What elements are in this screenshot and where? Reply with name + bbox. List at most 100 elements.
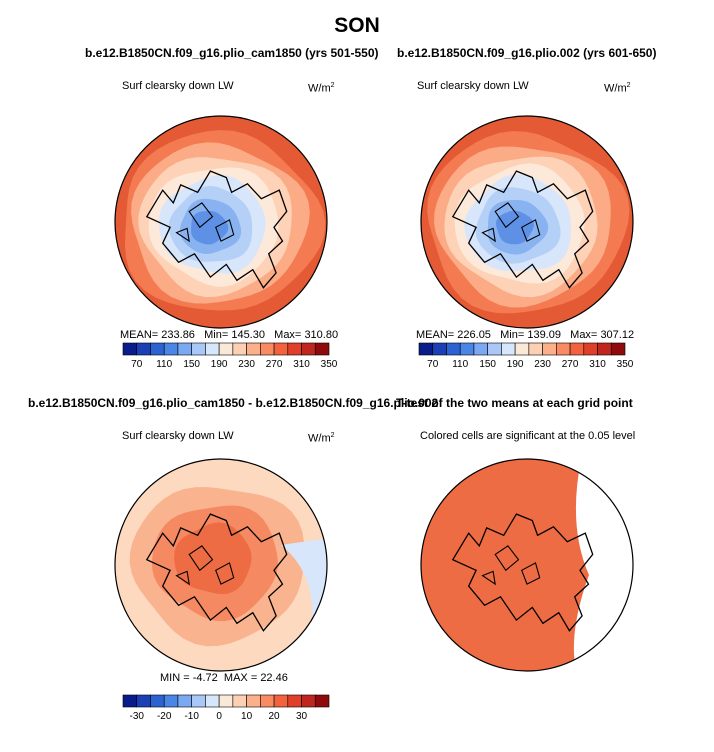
colorbar-tick-label: 230: [534, 359, 551, 370]
colorbar-cell: [556, 342, 571, 356]
panel-4-subtitle: Colored cells are significant at the 0.0…: [420, 430, 636, 442]
colorbar-cell: [177, 694, 192, 708]
colorbar-cell: [150, 694, 165, 708]
colorbar-cell: [314, 694, 330, 708]
colorbar-2: 70 110 150 190 230 270 310 350: [418, 342, 634, 370]
panel-3-units: W/m2: [308, 432, 335, 445]
map-border: [420, 115, 634, 329]
island-outline-2: [521, 562, 541, 585]
colorbar-1: 70 110 150 190 230 270 310 350: [122, 342, 338, 370]
colorbar-cell: [191, 694, 206, 708]
field-negative-region: [281, 535, 327, 671]
panel-3-subtitle: Surf clearsky down LW: [122, 430, 234, 442]
colorbar-tick-label: 110: [452, 359, 468, 370]
colorbar-tick-label: 190: [507, 359, 524, 370]
colorbar-cell: [301, 694, 316, 708]
colorbar-cell: [260, 694, 275, 708]
colorbar-tick-label: 70: [131, 359, 143, 370]
colorbar-cell: [473, 342, 488, 356]
panel-2-subtitle: Surf clearsky down LW: [417, 80, 529, 92]
colorbar-tick-label: 150: [479, 359, 496, 370]
map-panel-1: [114, 115, 328, 329]
colorbar-tick-label: 150: [183, 359, 200, 370]
coastline: [145, 513, 288, 632]
map-panel-3: [114, 458, 328, 672]
colorbar-cell: [301, 342, 316, 356]
map-border: [420, 458, 634, 672]
colorbar-cell: [432, 342, 447, 356]
colorbar-tick-label: 20: [269, 711, 281, 722]
colorbar-cell: [218, 342, 234, 356]
colorbar-cell: [191, 342, 206, 356]
colorbar-cell: [418, 342, 434, 356]
colorbar-cell: [232, 342, 247, 356]
colorbar-tick-label: -10: [184, 711, 199, 722]
colorbar-cell: [163, 342, 179, 356]
map-border: [114, 115, 328, 329]
colorbar-cell: [205, 694, 220, 708]
panel-3-stats: MIN = -4.72 MAX = 22.46: [160, 672, 288, 684]
colorbar-cell: [528, 342, 543, 356]
colorbar-cell: [177, 342, 192, 356]
colorbar-cell: [273, 342, 289, 356]
colorbar-cell: [597, 342, 612, 356]
colorbar-cell: [287, 694, 302, 708]
map-border: [114, 458, 328, 672]
colorbar-cell: [136, 694, 151, 708]
panel-1-units: W/m2: [308, 82, 335, 95]
colorbar-cell: [501, 342, 516, 356]
colorbar-tick-label: 0: [216, 711, 222, 722]
island-outline-1: [494, 545, 520, 572]
map-field-2: [421, 116, 633, 328]
map-panel-4: [420, 458, 634, 672]
colorbar-tick-label: 310: [589, 359, 606, 370]
field-band-3: [174, 522, 252, 595]
coastline: [145, 170, 288, 289]
map-field-1: [115, 116, 327, 328]
island-outline-2: [521, 219, 541, 242]
colorbar-tick-label: 110: [156, 359, 172, 370]
colorbar-cell: [136, 342, 151, 356]
colorbar-cell: [205, 342, 220, 356]
colorbar-tick-label: 230: [238, 359, 255, 370]
panel-1-subtitle: Surf clearsky down LW: [122, 80, 234, 92]
panel-3-title: b.e12.B1850CN.f09_g16.plio_cam1850 - b.e…: [28, 396, 439, 410]
colorbar-cell: [150, 342, 165, 356]
colorbar-tick-label: 70: [427, 359, 439, 370]
island-outline-3: [175, 227, 190, 243]
coastline: [451, 513, 594, 632]
colorbar-cell: [446, 342, 461, 356]
colorbar-3: -30 -20 -10 0 10 20 30: [122, 694, 330, 722]
colorbar-tick-label: 270: [266, 359, 283, 370]
panel-2-title: b.e12.B1850CN.f09_g16.plio.002 (yrs 601-…: [397, 46, 657, 60]
colorbar-tick-label: 190: [211, 359, 228, 370]
island-outline-1: [188, 545, 214, 572]
island-outline-2: [215, 219, 235, 242]
colorbar-tick-label: 310: [293, 359, 310, 370]
map-field-3: [115, 459, 327, 671]
colorbar-cell: [260, 342, 275, 356]
panel-2-stats: MEAN= 226.05 Min= 139.09 Max= 307.12: [416, 329, 635, 341]
page-title: SON: [334, 14, 380, 37]
colorbar-tick-label: 270: [562, 359, 579, 370]
island-outline-1: [494, 202, 520, 229]
colorbar-cell: [246, 342, 261, 356]
panel-1-stats: MEAN= 233.86 Min= 145.30 Max= 310.80: [120, 329, 339, 341]
colorbar-cell: [514, 342, 530, 356]
colorbar-cell: [287, 342, 302, 356]
island-outline-2: [215, 562, 235, 585]
colorbar-tick-label: 30: [296, 711, 308, 722]
colorbar-tick-label: 350: [617, 359, 634, 370]
colorbar-cell: [459, 342, 475, 356]
panel-4-title: T-test of the two means at each grid poi…: [396, 396, 633, 410]
panel-1-title: b.e12.B1850CN.f09_g16.plio_cam1850 (yrs …: [85, 46, 379, 60]
colorbar-cell: [122, 694, 138, 708]
colorbar-cell: [583, 342, 598, 356]
colorbar-cell: [246, 694, 261, 708]
colorbar-cell: [218, 694, 234, 708]
colorbar-cell: [314, 342, 330, 356]
colorbar-cell: [232, 694, 247, 708]
colorbar-tick-label: 10: [241, 711, 253, 722]
colorbar-cell: [610, 342, 626, 356]
